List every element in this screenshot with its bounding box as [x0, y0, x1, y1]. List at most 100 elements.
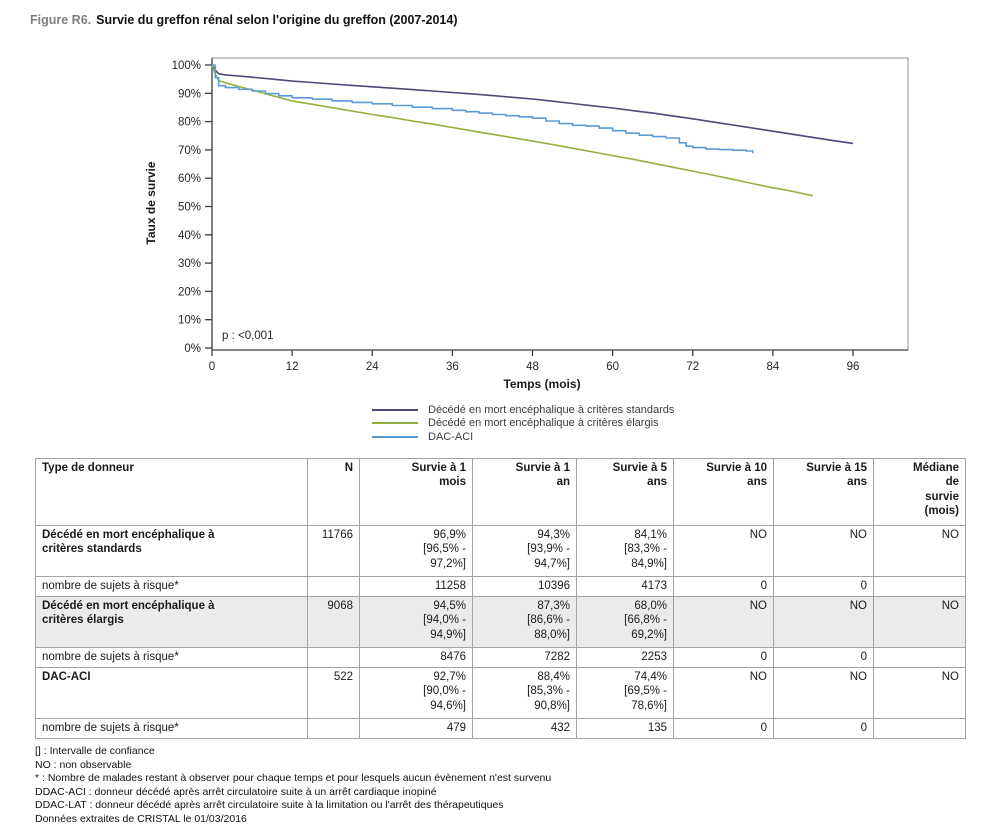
y-tick-label: 30% — [178, 258, 201, 270]
footnotes: [] : Intervalle de confiance NO : non obs… — [35, 745, 551, 826]
legend-label: Décédé en mort encéphalique à critères é… — [428, 417, 659, 430]
donor-type-row: Décédé en mort encéphalique à critères s… — [35, 525, 966, 577]
table-cell — [307, 576, 360, 597]
table-cell: 0 — [673, 576, 774, 597]
table-cell: 92,7% [90,0% - 94,6%] — [359, 667, 473, 719]
table-cell: Décédé en mort encéphalique à critères s… — [35, 525, 308, 577]
footnote-line: DDAC-ACI : donneur décédé après arrêt ci… — [35, 785, 437, 798]
table-cell: 135 — [576, 718, 674, 739]
table-cell: NO — [873, 525, 966, 577]
figure-number: Figure R6. — [30, 13, 92, 27]
legend-item: Décédé en mort encéphalique à critères é… — [372, 417, 674, 431]
table-cell: 94,3% [93,9% - 94,7%] — [472, 525, 577, 577]
table-cell: 11258 — [359, 576, 473, 597]
table-cell: 4173 — [576, 576, 674, 597]
chart-legend: Décédé en mort encéphalique à critères s… — [372, 403, 674, 444]
x-tick-label: 48 — [526, 361, 539, 373]
table-cell — [873, 647, 966, 668]
legend-line-swatch — [372, 408, 418, 411]
legend-line-swatch — [372, 422, 418, 425]
table-cell: 88,4% [85,3% - 90,8%] — [472, 667, 577, 719]
y-tick-label: 20% — [178, 286, 201, 298]
table-cell: 74,4% [69,5% - 78,6%] — [576, 667, 674, 719]
table-cell: 432 — [472, 718, 577, 739]
donor-type-row: DAC-ACI 522 92,7% [90,0% - 94,6%] 88,4% [85… — [35, 667, 966, 719]
table-cell — [873, 718, 966, 739]
table-cell: 0 — [773, 576, 874, 597]
y-tick-label: 80% — [178, 117, 201, 129]
x-tick-label: 96 — [847, 361, 860, 373]
subjects-at-risk-row: nombre de sujets à risque* 8476 7282 2253 0 0 — [35, 647, 966, 668]
table-cell: 11766 — [307, 525, 360, 577]
legend-label: DAC-ACI — [428, 430, 474, 443]
x-axis-label: Temps (mois) — [503, 377, 581, 391]
column-header: Médiane de survie (mois) — [873, 458, 966, 526]
donor-type-row: Décédé en mort encéphalique à critères é… — [35, 596, 966, 648]
x-tick-label: 24 — [366, 361, 379, 373]
y-tick-label: 60% — [178, 173, 201, 185]
table-cell — [873, 576, 966, 597]
table-cell: 0 — [673, 647, 774, 668]
table-cell: 9068 — [307, 596, 360, 648]
table-cell — [307, 718, 360, 739]
footnote-line: NO : non observable — [35, 758, 132, 771]
table-cell: 522 — [307, 667, 360, 719]
footnote-line: [] : Intervalle de confiance — [35, 745, 155, 757]
table-cell: 10396 — [472, 576, 577, 597]
survival-table: Type de donneur N Survie à 1 mois Survie à … — [35, 458, 966, 739]
survival-chart-canvas: 0% 10% 20% 30% 40% 50% 60% 70% 80% 90% 100% 0 12 24 36… — [172, 57, 909, 373]
table-cell: NO — [873, 667, 966, 719]
column-header: Survie à 15 ans — [773, 458, 874, 526]
table-cell: 7282 — [472, 647, 577, 668]
table-header-row: Type de donneur N Survie à 1 mois Survie à … — [35, 458, 966, 526]
table-cell: nombre de sujets à risque* — [35, 647, 308, 668]
x-tick-label: 0 — [209, 361, 215, 373]
table-cell: 8476 — [359, 647, 473, 668]
table-cell: 84,1% [83,3% - 84,9%] — [576, 525, 674, 577]
table-cell: NO — [773, 667, 874, 719]
footnote-line: * : Nombre de malades restant à observer… — [35, 772, 552, 784]
column-header: Type de donneur — [35, 458, 308, 526]
table-cell: 87,3% [86,6% - 88,0%] — [472, 596, 577, 648]
table-cell: 479 — [359, 718, 473, 739]
column-header: Survie à 5 ans — [576, 458, 674, 526]
table-cell: 68,0% [66,8% - 69,2%] — [576, 596, 674, 648]
figure-title: Figure R6. Survie du greffon rénal selon … — [30, 13, 458, 27]
y-tick-label: 50% — [178, 202, 201, 214]
table-cell: NO — [673, 667, 774, 719]
table-cell: 2253 — [576, 647, 674, 668]
y-tick-label: 100% — [172, 60, 201, 72]
subjects-at-risk-row: nombre de sujets à risque* 479 432 135 0 0 — [35, 718, 966, 739]
table-cell: DAC-ACI — [35, 667, 308, 719]
table-cell — [307, 647, 360, 668]
table-cell: NO — [673, 525, 774, 577]
y-tick-label: 10% — [178, 315, 201, 327]
column-header: Survie à 10 ans — [673, 458, 774, 526]
figure-title-text: Survie du greffon rénal selon l'origine … — [96, 13, 458, 27]
table-cell: Décédé en mort encéphalique à critères é… — [35, 596, 308, 648]
x-tick-label: 60 — [606, 361, 619, 373]
x-tick-label: 12 — [286, 361, 299, 373]
survival-curve-2 — [211, 64, 814, 197]
y-axis-label: Taux de survie — [144, 161, 158, 245]
column-header: N — [307, 458, 360, 526]
table-cell: 0 — [773, 647, 874, 668]
legend-item: DAC-ACI — [372, 430, 674, 444]
legend-label: Décédé en mort encéphalique à critères s… — [428, 403, 675, 416]
survival-curve-3 — [212, 64, 754, 154]
table-cell: NO — [773, 525, 874, 577]
table-cell: nombre de sujets à risque* — [35, 718, 308, 739]
legend-line-swatch — [372, 435, 418, 438]
table-cell: NO — [873, 596, 966, 648]
y-tick-label: 70% — [178, 145, 201, 157]
table-cell: 94,5% [94,0% - 94,9%] — [359, 596, 473, 648]
subjects-at-risk-row: nombre de sujets à risque* 11258 10396 4173… — [35, 576, 966, 597]
p-value-annotation: p : <0,001 — [222, 330, 274, 342]
table-cell: NO — [773, 596, 874, 648]
footnote-line: DDAC-LAT : donneur décédé après arrêt ci… — [35, 799, 504, 811]
table-cell: 0 — [773, 718, 874, 739]
survival-curve-1 — [211, 64, 854, 145]
column-header: Survie à 1 mois — [359, 458, 473, 526]
column-header: Survie à 1 an — [472, 458, 577, 526]
x-tick-label: 36 — [446, 361, 459, 373]
